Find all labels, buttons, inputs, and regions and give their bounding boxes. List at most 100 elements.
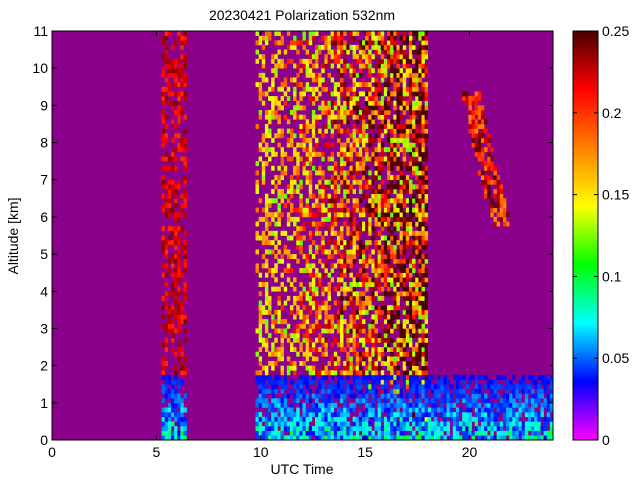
heatmap-cell	[383, 258, 388, 264]
heatmap-cell	[377, 379, 382, 385]
heatmap-cell	[321, 402, 325, 408]
heatmap-cell	[302, 314, 306, 320]
heatmap-cell	[368, 114, 372, 120]
heatmap-cell	[177, 147, 181, 153]
heatmap-cell	[418, 68, 422, 74]
heatmap-cell	[170, 63, 175, 69]
heatmap-cell	[408, 123, 413, 129]
heatmap-cell	[280, 384, 285, 390]
heatmap-cell	[402, 72, 407, 78]
x-axis-label: UTC Time	[271, 461, 334, 477]
heatmap-cell	[383, 309, 388, 315]
heatmap-cell	[402, 402, 407, 408]
heatmap-cell	[305, 179, 310, 185]
heatmap-cell	[468, 105, 472, 111]
heatmap-cell	[365, 133, 369, 139]
heatmap-cell	[418, 398, 422, 404]
heatmap-cell	[443, 435, 447, 441]
heatmap-cell	[355, 142, 360, 148]
heatmap-cell	[477, 412, 482, 418]
heatmap-cell	[324, 370, 328, 376]
heatmap-cell	[380, 161, 385, 167]
heatmap-cell	[336, 235, 341, 241]
heatmap-cell	[321, 328, 325, 334]
heatmap-cell	[387, 35, 391, 41]
heatmap-cell	[368, 407, 372, 413]
heatmap-cell	[170, 272, 175, 278]
heatmap-cell	[415, 151, 419, 157]
heatmap-cell	[383, 291, 388, 297]
heatmap-cell	[318, 82, 322, 88]
heatmap-cell	[393, 347, 397, 352]
heatmap-cell	[405, 412, 410, 418]
heatmap-cell	[349, 68, 353, 74]
heatmap-cell	[180, 156, 184, 162]
heatmap-cell	[496, 412, 501, 418]
heatmap-cell	[289, 202, 294, 208]
heatmap-cell	[305, 416, 310, 422]
heatmap-cell	[346, 254, 350, 260]
heatmap-cell	[174, 435, 178, 441]
heatmap-cell	[377, 347, 382, 352]
heatmap-cell	[261, 365, 266, 371]
heatmap-cell	[408, 77, 413, 83]
heatmap-cell	[327, 314, 331, 320]
heatmap-cell	[390, 347, 394, 352]
heatmap-cell	[330, 430, 335, 436]
heatmap-cell	[368, 212, 372, 218]
heatmap-cell	[421, 202, 425, 208]
heatmap-cell	[289, 175, 294, 181]
heatmap-cell	[308, 179, 313, 185]
heatmap-cell	[383, 337, 388, 343]
heatmap-cell	[327, 156, 331, 162]
heatmap-cell	[480, 161, 485, 167]
heatmap-cell	[280, 82, 285, 88]
heatmap-cell	[352, 244, 357, 250]
heatmap-cell	[177, 402, 181, 408]
heatmap-cell	[355, 277, 360, 283]
heatmap-cell	[380, 40, 385, 46]
heatmap-cell	[383, 72, 388, 78]
heatmap-cell	[490, 421, 494, 427]
heatmap-cell	[343, 179, 347, 185]
heatmap-cell	[170, 291, 175, 297]
heatmap-cell	[515, 426, 519, 432]
heatmap-cell	[480, 393, 485, 399]
heatmap-cell	[518, 407, 522, 413]
heatmap-cell	[361, 212, 366, 218]
heatmap-cell	[402, 365, 407, 371]
heatmap-cell	[371, 277, 375, 283]
heatmap-cell	[280, 133, 285, 139]
heatmap-cell	[365, 374, 369, 380]
heatmap-cell	[509, 435, 513, 441]
heatmap-cell	[330, 221, 335, 227]
heatmap-cell	[183, 281, 187, 287]
heatmap-cell	[277, 86, 281, 92]
heatmap-cell	[380, 309, 385, 315]
heatmap-cell	[427, 379, 432, 385]
heatmap-cell	[299, 226, 303, 232]
heatmap-cell	[340, 110, 344, 115]
heatmap-cell	[277, 319, 281, 325]
heatmap-cell	[527, 416, 532, 422]
heatmap-cell	[315, 184, 319, 190]
heatmap-cell	[336, 100, 341, 106]
heatmap-cell	[490, 384, 494, 390]
heatmap-cell	[305, 365, 310, 371]
heatmap-cell	[274, 184, 278, 190]
heatmap-cell	[405, 137, 410, 143]
heatmap-cell	[496, 426, 501, 432]
heatmap-cell	[421, 142, 425, 148]
heatmap-cell	[264, 249, 269, 255]
heatmap-cell	[368, 91, 372, 97]
heatmap-cell	[365, 277, 369, 283]
heatmap-cell	[365, 300, 369, 306]
heatmap-cell	[352, 77, 357, 83]
heatmap-cell	[374, 49, 378, 55]
heatmap-cell	[327, 198, 331, 204]
heatmap-cell	[324, 365, 328, 371]
heatmap-cell	[164, 212, 169, 218]
heatmap-cell	[418, 300, 422, 306]
heatmap-cell	[549, 388, 554, 394]
heatmap-cell	[321, 300, 325, 306]
